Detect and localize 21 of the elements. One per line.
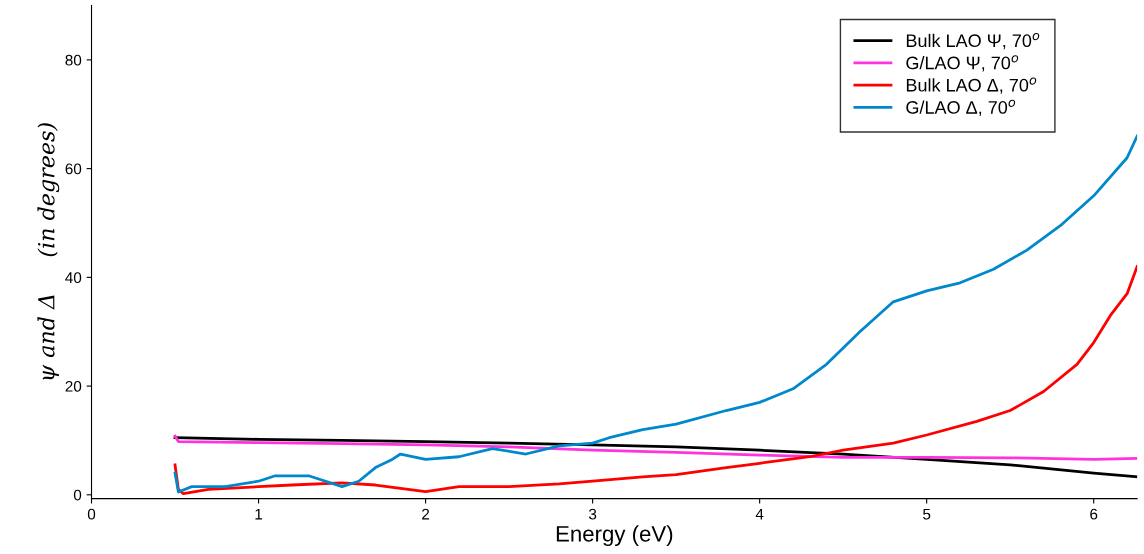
x-tick-label: 0 <box>87 508 96 520</box>
x-tick-label: 6 <box>1090 508 1098 520</box>
x-axis-title: Energy (eV) <box>556 525 673 547</box>
y-tick-label: 20 <box>65 380 82 392</box>
y-tick-label: 60 <box>65 163 82 175</box>
y-tick-label: 0 <box>73 489 82 501</box>
x-tick-label: 5 <box>923 508 931 520</box>
legend-label: Bulk LAO Ψ, 70$^{o}$ <box>906 32 1040 50</box>
line-series <box>173 134 1138 494</box>
x-tick-label: 1 <box>255 508 263 520</box>
legend-label: Bulk LAO Δ, 70$^{o}$ <box>906 77 1037 94</box>
line-series <box>173 265 1138 496</box>
y-tick-label: 80 <box>65 54 82 66</box>
line-series <box>173 434 1138 461</box>
legend-label: G/LAO Ψ, 70$^{o}$ <box>906 55 1019 72</box>
y-tick-label: 40 <box>65 272 82 284</box>
legend-label: G/LAO Δ, 70$^{o}$ <box>906 99 1016 116</box>
x-tick-label: 4 <box>755 508 764 520</box>
y-axis-title: ψ and Δ (in degrees) <box>37 123 60 380</box>
x-tick-label: 3 <box>588 508 597 520</box>
x-tick-label: 2 <box>422 508 430 520</box>
